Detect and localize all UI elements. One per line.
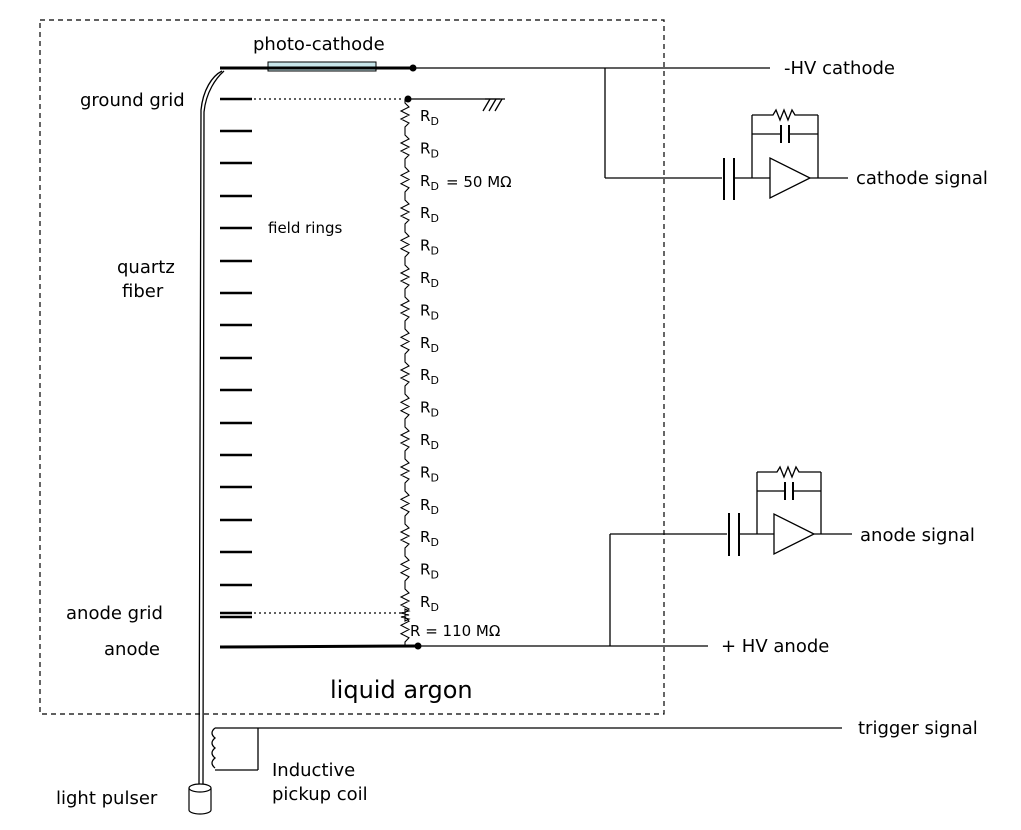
rd-label: RD: [420, 366, 439, 387]
field-ring-stack: [220, 129, 252, 619]
amplifier-symbol: [769, 156, 812, 200]
r-anode-value-label: R = 110 MΩ: [410, 622, 500, 640]
ground-grid-label: ground grid: [80, 90, 185, 111]
rd-label: RD: [420, 334, 439, 355]
rd-label: RD: [420, 431, 439, 452]
feedback-resistor: [757, 465, 821, 479]
photo-cathode-label: photo-cathode: [253, 34, 385, 55]
rd-label: RD: [420, 593, 439, 614]
rd-label: RD: [420, 528, 439, 549]
rd-label: RD: [420, 301, 439, 322]
anode-label: anode: [104, 639, 160, 660]
hv-anode-label: + HV anode: [721, 636, 829, 657]
rd-label: RD: [420, 237, 439, 258]
rd-label: RD: [420, 561, 439, 582]
coil-winding: [211, 727, 217, 769]
inductive-pickup-coil: [211, 727, 259, 771]
light-pulser-label: light pulser: [56, 788, 158, 809]
anode-electrode: [219, 644, 419, 649]
rd-label-group: RD RD RD RD RD RD RD RD RD RD RD RD RD RD RD RD: [420, 107, 439, 614]
rd-label: RD: [420, 204, 439, 225]
amplifier-symbol: [773, 512, 816, 556]
quartz-fiber-inner: [202, 70, 225, 786]
rd-label: RD: [420, 463, 439, 484]
rd-label: RD: [420, 269, 439, 290]
trigger-signal-label: trigger signal: [858, 718, 978, 739]
anode-grid-label: anode grid: [66, 603, 163, 624]
cathode-signal-label: cathode signal: [856, 168, 988, 189]
quartz-label: quartz: [117, 257, 175, 278]
quartz-fiber: [198, 70, 223, 786]
liquid-argon-boundary: [39, 19, 665, 715]
cathode-preamp: [723, 108, 848, 200]
ground-symbol: [482, 98, 505, 112]
feedback-resistor: [752, 108, 818, 122]
light-pulser-cylinder: [188, 783, 212, 815]
resistor-divider-chain: [399, 99, 411, 646]
inductive-label: Inductive: [272, 760, 355, 781]
field-rings-label: field rings: [268, 219, 342, 237]
hv-cathode-label: -HV cathode: [784, 58, 895, 79]
pickup-coil-label: pickup coil: [272, 784, 368, 805]
anode-preamp: [728, 465, 852, 556]
rd-label: RD: [420, 107, 439, 128]
rd-label: RD: [420, 172, 439, 193]
liquid-argon-label: liquid argon: [330, 676, 473, 704]
rd-label: RD: [420, 496, 439, 517]
anode-signal-label: anode signal: [860, 525, 975, 546]
fiber-label: fiber: [122, 281, 164, 302]
rd-label: RD: [420, 399, 439, 420]
rd-label: RD: [420, 139, 439, 160]
rd-value-label: = 50 MΩ: [446, 173, 512, 191]
